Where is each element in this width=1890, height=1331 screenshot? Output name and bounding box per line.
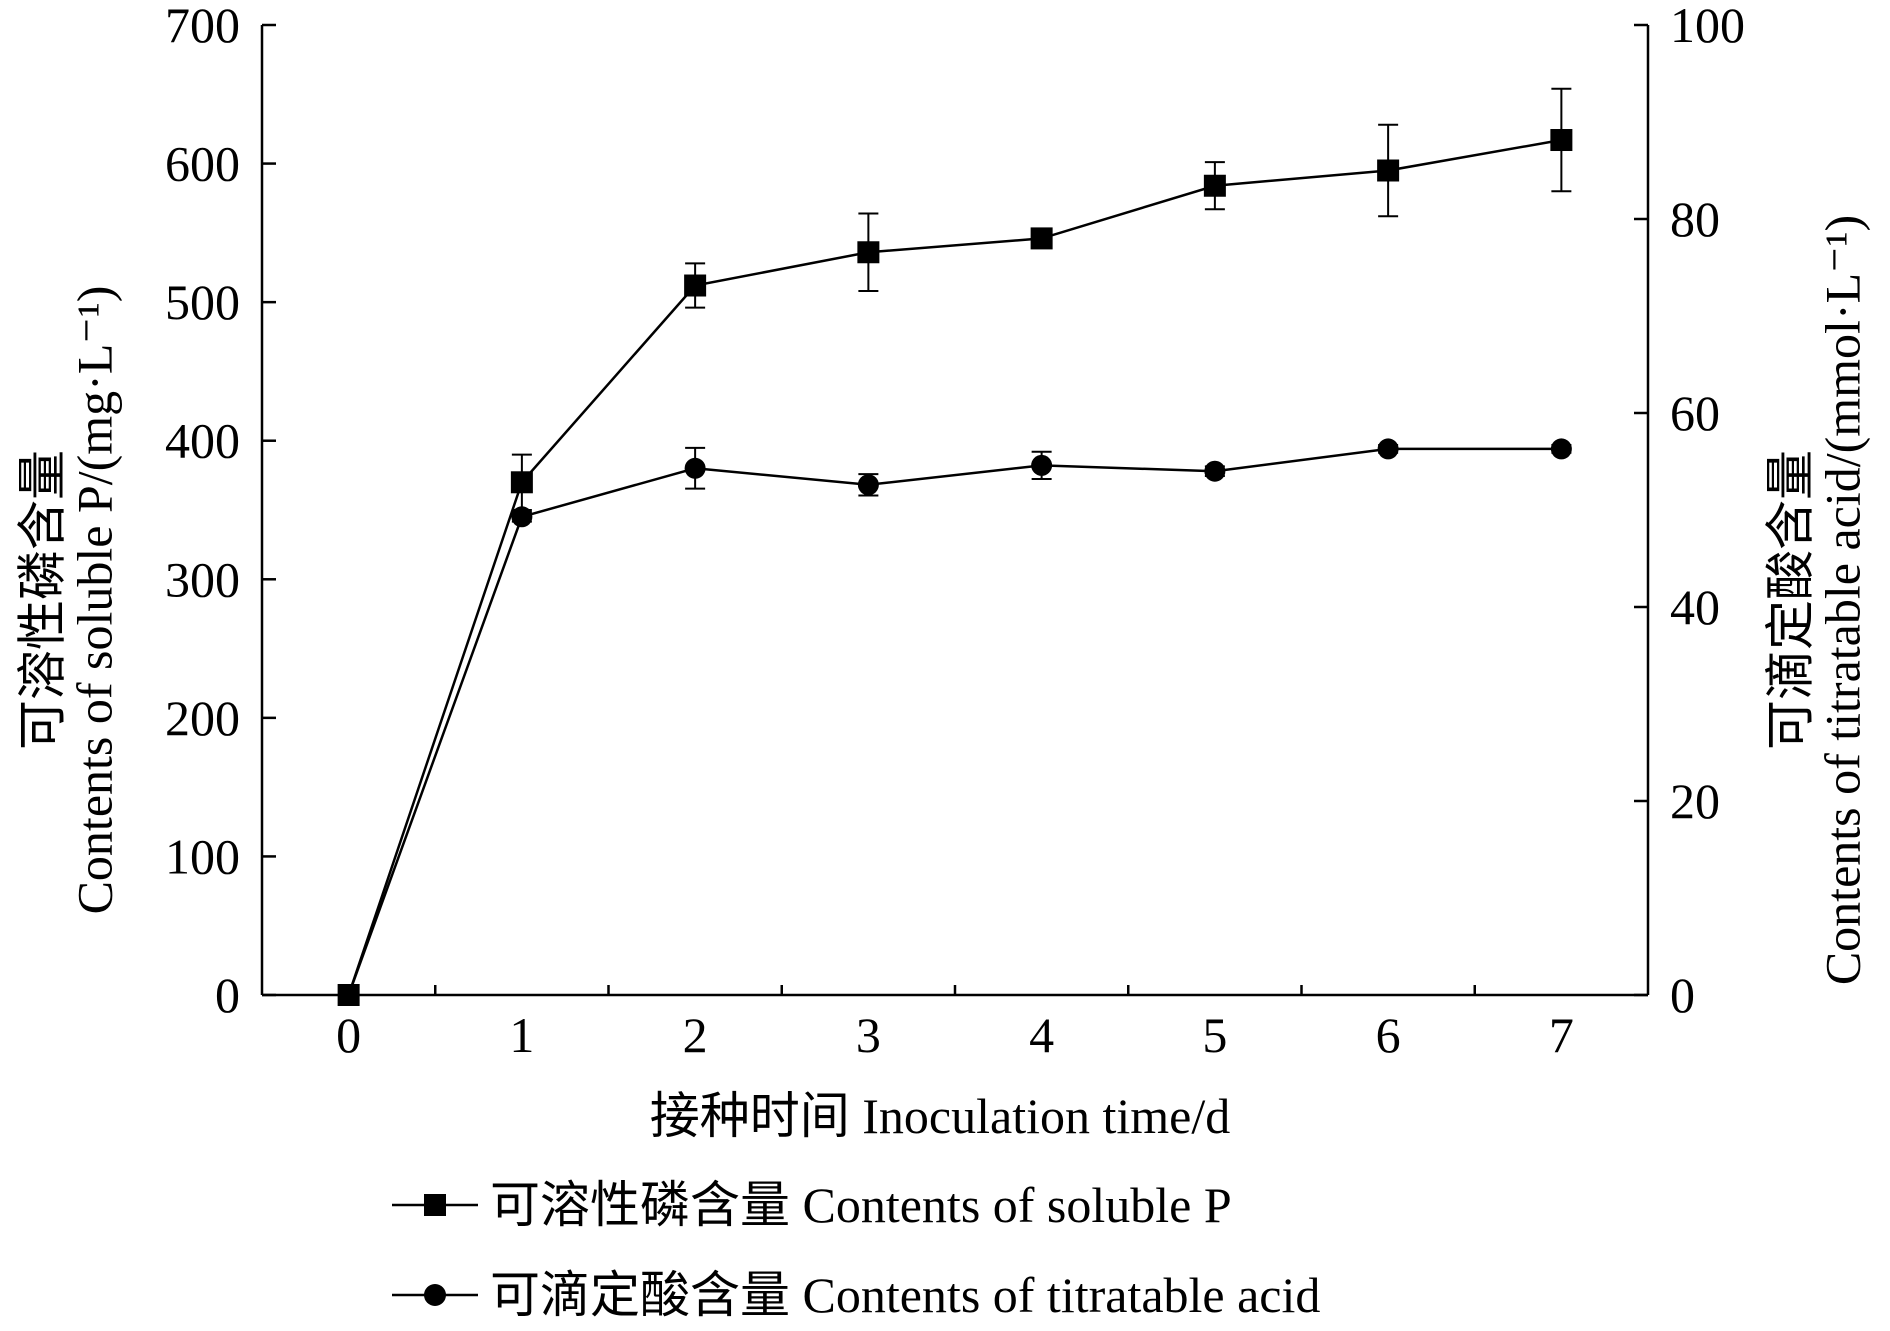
legend-square-marker — [424, 1194, 446, 1216]
y-left-tick-label: 400 — [165, 413, 240, 469]
x-axis-title: 接种时间 Inoculation time/d — [650, 1088, 1230, 1144]
x-tick-label: 1 — [509, 1007, 534, 1063]
x-tick-label: 6 — [1376, 1007, 1401, 1063]
data-point-circle — [1031, 454, 1053, 476]
y-left-tick-label: 300 — [165, 551, 240, 607]
data-point-circle — [511, 506, 533, 528]
series-titratable-acid — [338, 438, 1572, 1006]
series-line — [347, 447, 1562, 996]
y-left-tick-label: 600 — [165, 136, 240, 192]
y-left-tick-label: 700 — [165, 0, 240, 53]
x-tick-label: 2 — [683, 1007, 708, 1063]
y-left-tick-label: 0 — [215, 967, 240, 1023]
axes: 0 1 2 3 4 5 6 7 0 100 200 300 400 500 600 700 0 20 40 60 80 1… — [165, 0, 1745, 1063]
data-point-square — [1030, 227, 1053, 250]
y-right-tick-label: 80 — [1670, 191, 1720, 247]
legend-item-titratable-acid: 可滴定酸含量 Contents of titratable acid — [392, 1267, 1320, 1323]
y-left-tick-label: 200 — [165, 690, 240, 746]
y-right-tick-label: 0 — [1670, 967, 1695, 1023]
y-axis-right-title-cn: 可滴定酸含量 — [1762, 450, 1818, 750]
y-axis-left-title-en: Contents of soluble P/(mg·L⁻¹) — [66, 286, 122, 915]
data-point-circle — [338, 984, 360, 1006]
y-left-tick-label: 100 — [165, 828, 240, 884]
data-point-square — [1203, 174, 1226, 197]
data-point-circle — [857, 474, 879, 496]
legend-label-soluble-p: 可溶性磷含量 Contents of soluble P — [490, 1177, 1232, 1233]
legend-label-titratable-acid: 可滴定酸含量 Contents of titratable acid — [490, 1267, 1320, 1323]
y-axis-right-title-en: Contents of titratable acid/(mmol·L⁻¹) — [1814, 215, 1870, 985]
x-tick-label: 7 — [1549, 1007, 1574, 1063]
data-point-circle — [1550, 438, 1572, 460]
x-tick-label: 3 — [856, 1007, 881, 1063]
y-left-tick-label: 500 — [165, 274, 240, 330]
legend: 可溶性磷含量 Contents of soluble P 可滴定酸含量 Cont… — [392, 1177, 1320, 1323]
data-point-circle — [1377, 438, 1399, 460]
x-tick-label: 5 — [1202, 1007, 1227, 1063]
legend-circle-marker — [424, 1284, 446, 1306]
y-axis-left-title-cn: 可溶性磷含量 — [14, 450, 70, 750]
y-right-tick-label: 40 — [1670, 579, 1720, 635]
data-point-square — [857, 241, 880, 264]
y-right-tick-label: 60 — [1670, 385, 1720, 441]
data-point-square — [1377, 159, 1400, 182]
series-line — [347, 138, 1562, 996]
y-right-tick-label: 20 — [1670, 773, 1720, 829]
series-layer — [337, 87, 1573, 1006]
data-point-square — [510, 471, 533, 494]
data-point-square — [684, 274, 707, 297]
legend-item-soluble-p: 可溶性磷含量 Contents of soluble P — [392, 1177, 1232, 1233]
x-tick-label: 0 — [336, 1007, 361, 1063]
y-right-tick-label: 100 — [1670, 0, 1745, 53]
x-tick-label: 4 — [1029, 1007, 1054, 1063]
data-point-circle — [1204, 460, 1226, 482]
data-point-circle — [684, 457, 706, 479]
data-point-square — [1550, 129, 1573, 152]
series-soluble-p — [337, 87, 1573, 1006]
